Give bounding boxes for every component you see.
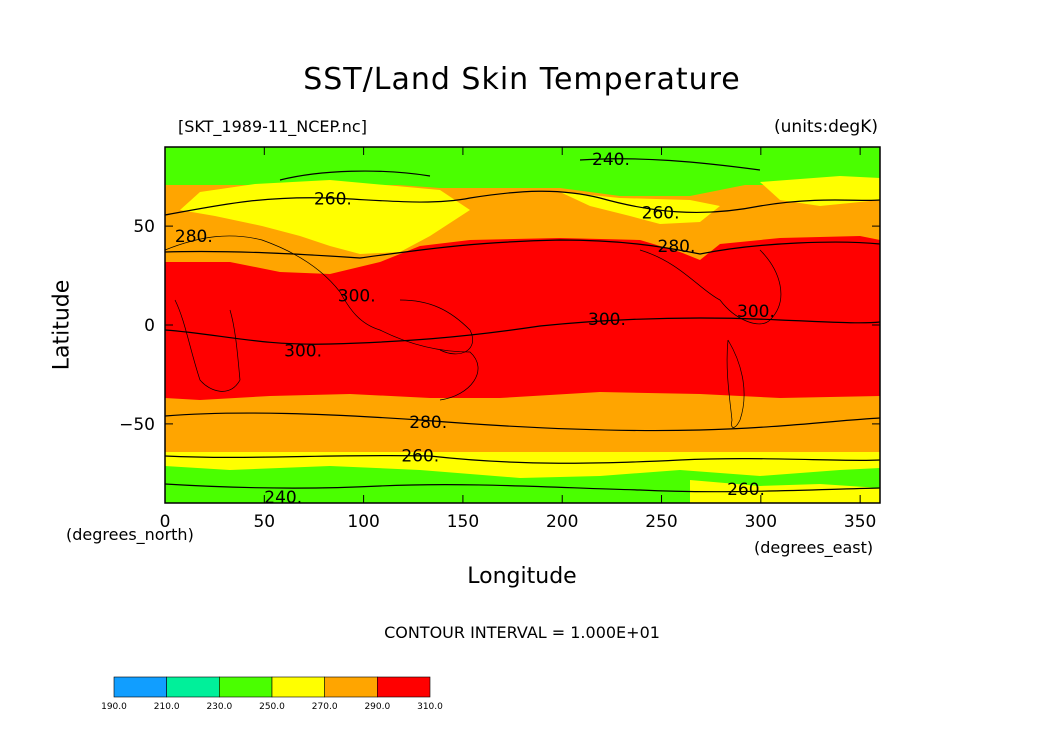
colorbar-swatch — [166, 676, 220, 698]
colorbar-label: 230.0 — [206, 702, 232, 712]
siberia-cold-zone — [180, 180, 470, 254]
colorbar-swatch — [219, 676, 273, 698]
colorbar-swatch — [377, 676, 431, 698]
contour-label: 280. — [175, 227, 213, 247]
contour-label: 240. — [592, 150, 630, 170]
contour-lines — [165, 158, 880, 493]
colorbar-label: 270.0 — [312, 702, 338, 712]
contour-label: 300. — [737, 302, 775, 322]
x-axis-title: Longitude — [467, 564, 577, 589]
contour-label: 300. — [284, 342, 322, 362]
x-axis-unit-note: (degrees_north) — [66, 525, 194, 544]
antarctica-coast-zone — [690, 480, 880, 503]
coastlines — [165, 235, 782, 428]
contour-interval-text: CONTOUR INTERVAL = 1.000E+01 — [384, 623, 660, 642]
contour-label: 280. — [658, 237, 696, 257]
y-tick-label: 50 — [133, 217, 155, 237]
y-tick-label: −50 — [119, 415, 155, 435]
x-tick-label: 150 — [447, 512, 479, 532]
y-axis-ticks: 50 0 −50 — [119, 217, 880, 435]
x-tick-label: 0 — [160, 512, 171, 532]
contour-label: 260. — [727, 480, 765, 500]
colorbar-label: 190.0 — [101, 702, 127, 712]
x-tick-label: 100 — [347, 512, 379, 532]
colorbar-swatch — [324, 676, 378, 698]
tropical-warm-band — [165, 236, 880, 400]
page-title: SST/Land Skin Temperature — [303, 62, 741, 97]
file-label: [SKT_1989-11_NCEP.nc] — [178, 117, 367, 136]
contour-label: 260. — [401, 447, 439, 467]
x-tick-label: 200 — [546, 512, 578, 532]
colorbar-label: 250.0 — [259, 702, 285, 712]
x-tick-label: 50 — [253, 512, 275, 532]
colorbar: 190.0 210.0 230.0 250.0 270.0 290.0 310.0 — [101, 676, 443, 712]
x-tick-label: 300 — [745, 512, 777, 532]
arctic-band-edge — [165, 147, 880, 196]
greenland-cold-zone — [760, 176, 880, 206]
y-tick-label: 0 — [144, 316, 155, 336]
northamerica-cold-zone — [560, 192, 720, 224]
contour-label: 280. — [409, 413, 447, 433]
colorbar-label: 210.0 — [154, 702, 180, 712]
colorbar-label: 290.0 — [364, 702, 390, 712]
colorbar-swatch — [271, 676, 325, 698]
units-label: (units:degK) — [774, 117, 878, 137]
contour-label: 260. — [642, 203, 680, 223]
contour-labels: 240. 260. 260. 280. 280. 300. 300. 300. 300. 280.… — [175, 150, 775, 508]
x-tick-label: 250 — [645, 512, 677, 532]
colorbar-label: 310.0 — [417, 702, 443, 712]
y-axis-title: Latitude — [49, 279, 75, 371]
contour-label: 260. — [314, 189, 352, 209]
x-axis-ticks: 0 50 100 150 200 250 300 350 — [160, 147, 876, 532]
x-axis-unit-east: (degrees_east) — [754, 538, 874, 557]
contour-label: 240. — [264, 488, 302, 508]
temperature-field: 240. 260. 260. 280. 280. 300. 300. 300. 300. 280.… — [165, 147, 880, 508]
contour-label: 300. — [338, 286, 376, 306]
x-tick-label: 350 — [844, 512, 876, 532]
colorbar-swatch — [113, 676, 167, 698]
contour-label: 300. — [588, 310, 626, 330]
